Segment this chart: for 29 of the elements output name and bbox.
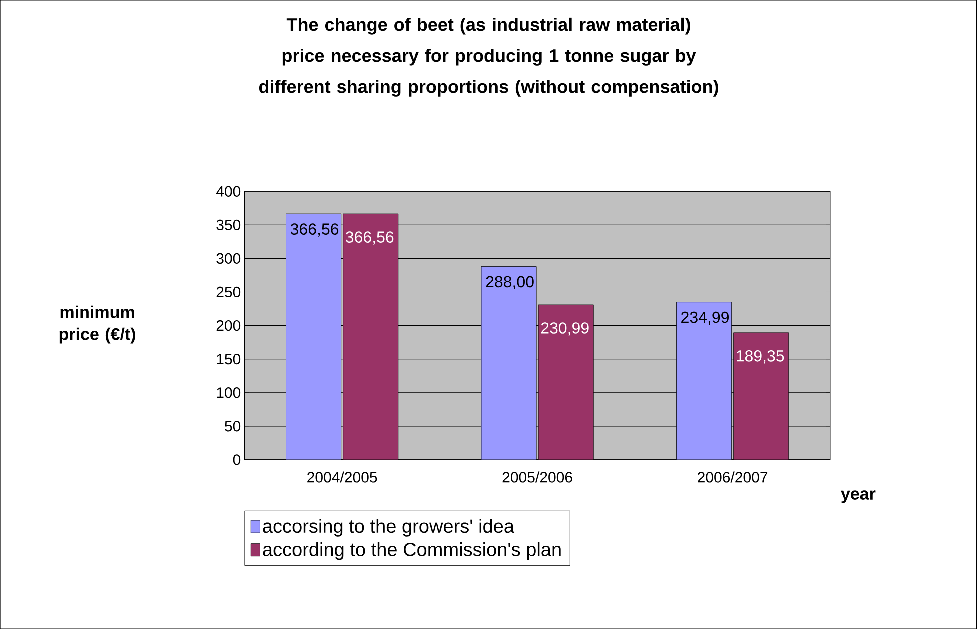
data-label: 288,00 — [486, 276, 534, 290]
y-tick-label: 350 — [216, 220, 241, 231]
data-label: 230,99 — [541, 322, 589, 336]
legend-label: according to the Commission's plan — [263, 542, 561, 560]
bar — [734, 332, 790, 460]
bar — [343, 214, 399, 460]
data-label: 366,56 — [346, 232, 394, 246]
y-axis-title: minimum price (€/t) — [60, 306, 136, 344]
x-axis-title: year — [841, 490, 876, 504]
y-tick-label: 200 — [216, 320, 241, 332]
bar — [286, 214, 342, 460]
x-tick-label: 2006/2007 — [698, 472, 768, 484]
data-label: 234,99 — [682, 312, 730, 326]
legend-label: accorsing to the growers' idea — [263, 519, 515, 538]
y-tick-label: 0 — [233, 454, 241, 466]
y-tick-label: 400 — [216, 186, 241, 198]
data-label: 189,35 — [737, 350, 784, 364]
y-tick-label: 50 — [225, 421, 241, 432]
y-tick-label: 250 — [216, 287, 241, 298]
chart-title: The change of beet (as industrial raw material) price necessary for producing 1 tonne sugar by different sharing proportions (without compensation) — [259, 18, 718, 98]
bar — [676, 302, 732, 460]
y-tick-label: 100 — [217, 388, 241, 398]
x-tick-label: 2004/2005 — [308, 472, 378, 484]
data-label: 366,56 — [290, 224, 339, 238]
y-tick-label: 300 — [216, 254, 241, 264]
x-tick-label: 2005/2006 — [502, 472, 572, 484]
y-tick-label: 150 — [217, 354, 241, 365]
bar — [481, 266, 537, 460]
bar — [538, 305, 594, 460]
